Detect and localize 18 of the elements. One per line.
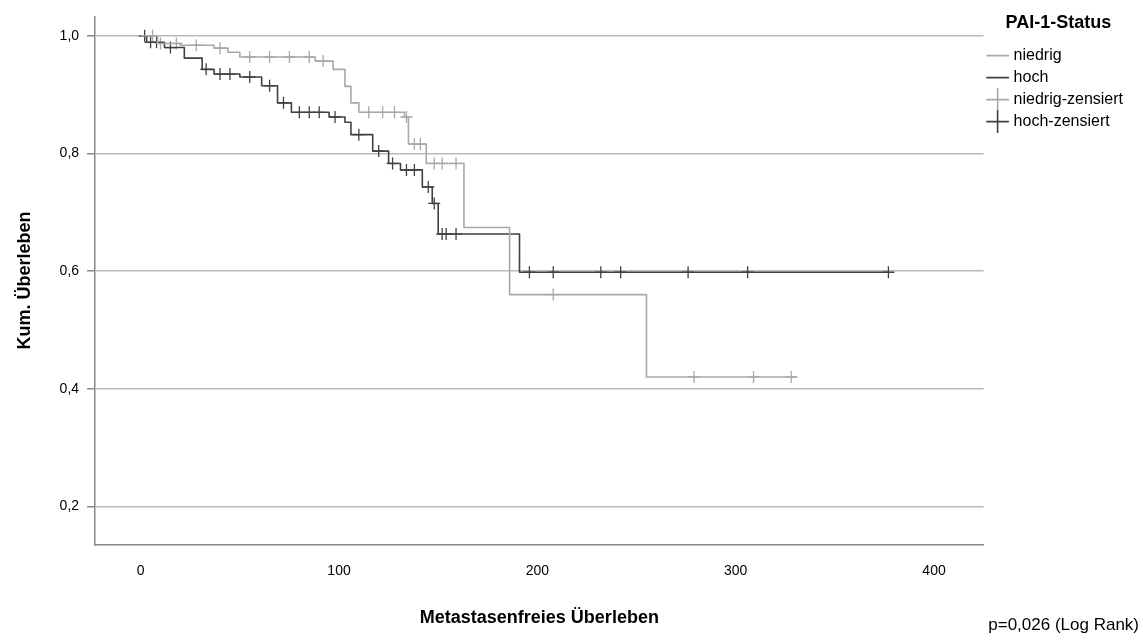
x-tick-label: 100 <box>327 561 351 578</box>
x-axis-title: Metastasenfreies Überleben <box>419 607 659 628</box>
x-tick-label: 200 <box>525 561 550 578</box>
legend-label: hoch-zensiert <box>1013 112 1111 130</box>
legend-title: PAI-1-Status <box>1005 11 1112 32</box>
y-axis-title: Kum. Überleben <box>13 211 34 350</box>
legend-label: hoch <box>1013 68 1049 86</box>
y-tick-label: 0,8 <box>59 144 80 161</box>
text: p=0,026 (Log Rank) <box>988 615 1139 635</box>
y-tick-label: 1,0 <box>59 26 80 43</box>
legend-label: niedrig <box>1013 46 1062 64</box>
x-tick-label: 400 <box>922 561 946 578</box>
y-tick-label: 0,2 <box>59 497 80 514</box>
x-tick-label: 300 <box>724 561 748 578</box>
x-tick-label: 0 <box>136 561 145 578</box>
legend-label: niedrig-zensiert <box>1013 90 1124 108</box>
y-tick-label: 0,4 <box>59 379 80 396</box>
y-tick-label: 0,6 <box>59 261 80 278</box>
